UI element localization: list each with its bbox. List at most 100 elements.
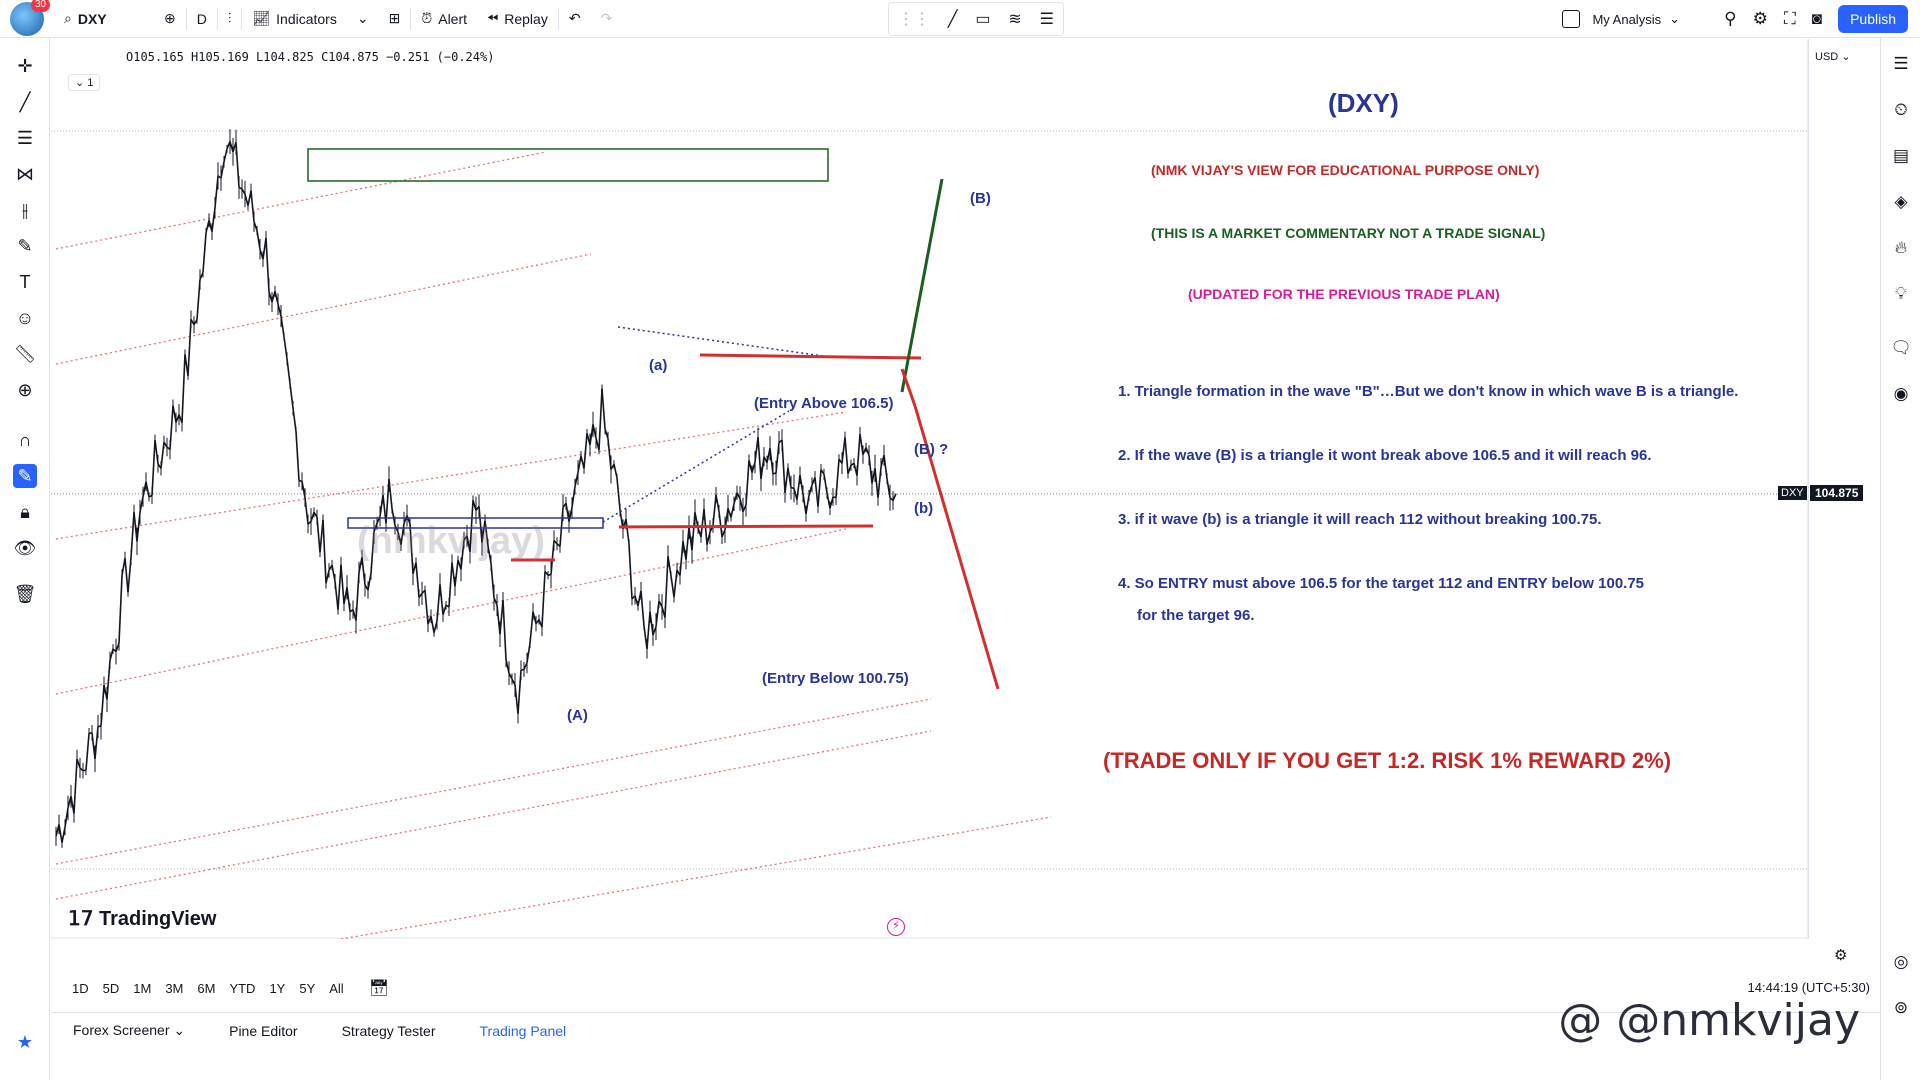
analysis-point-4b: for the target 96. <box>1137 607 1255 624</box>
notifications-icon[interactable]: ⊚ <box>1893 998 1909 1017</box>
user-avatar[interactable]: 30 <box>10 0 50 36</box>
crosshair-icon[interactable]: ✛ <box>17 55 33 76</box>
last-price-tag: 104.875 <box>1810 485 1864 501</box>
rectangle-tool-icon[interactable]: ▭ <box>975 11 991 28</box>
currency-label[interactable]: USD ⌄ <box>1815 51 1851 63</box>
handle-text: @nmkvijay <box>1616 995 1860 1046</box>
entry-below-label: (Entry Below 100.75) <box>762 670 909 687</box>
pattern-icon[interactable]: ⋈ <box>16 163 34 184</box>
goto-date-icon[interactable]: 📅︎ <box>368 980 390 997</box>
drag-handle-icon[interactable]: ⋮⋮ <box>897 11 930 28</box>
symbol-search[interactable]: ⌕ DXY <box>54 0 154 38</box>
tab-strategy-tester[interactable]: Strategy Tester <box>341 1022 436 1039</box>
range-bar: 1D 5D 1M 3M 6M YTD 1Y 5Y All 📅︎ 14:44:19 (UTC+5:… <box>51 972 1880 1004</box>
range-button[interactable]: 5Y <box>299 980 316 996</box>
channel-line <box>55 730 932 900</box>
bearish-projection-line <box>913 405 1000 690</box>
range-button[interactable]: 3M <box>165 980 184 996</box>
alerts-clock-icon[interactable]: ⏲ <box>1894 100 1908 119</box>
watchlist-icon[interactable]: ☰ <box>1893 54 1909 73</box>
search-icon: ⌕ <box>64 10 72 26</box>
brush-icon[interactable]: ✎ <box>17 235 33 256</box>
stay-drawing-icon[interactable]: ✎ <box>13 464 37 488</box>
fullscreen-icon[interactable]: ⛶ <box>1783 9 1796 28</box>
alert-button[interactable]: ⏰︎ Alert <box>411 0 477 38</box>
range-button[interactable]: 5D <box>102 980 120 996</box>
camera-icon[interactable]: ◙ <box>1811 9 1822 28</box>
wave-b-small-label: (b) <box>914 500 934 517</box>
datawindow-icon[interactable]: ▤ <box>1892 146 1910 165</box>
range-button[interactable]: 1M <box>133 980 152 996</box>
chevron-down-icon[interactable]: ⌄ <box>356 10 369 26</box>
chart-pane[interactable]: 116.000115.000114.000113.000112.000111.0… <box>51 39 1809 939</box>
layers-icon[interactable]: ◈ <box>1894 192 1908 211</box>
candles-icon[interactable]: ⫶ <box>227 10 232 26</box>
channel-line <box>55 411 847 540</box>
forecast-icon[interactable]: ⫲ <box>22 199 28 220</box>
eye-icon[interactable]: 👁︎ <box>13 537 37 558</box>
chat-icon[interactable]: 🗨︎ <box>1890 338 1912 357</box>
range-button[interactable]: 1D <box>72 980 89 996</box>
last-price-value: 104.875 <box>1815 486 1859 500</box>
axis-settings-icon[interactable]: ⚙ <box>1834 947 1848 964</box>
tv-logo-text: TradingView <box>99 908 217 930</box>
lock-icon[interactable]: 🔒︎ <box>20 501 30 522</box>
fib-tool-icon[interactable]: ≋ <box>1008 11 1022 28</box>
top-toolbar: 30 ⌕ DXY ⊕ D ⫶ 📈︎ Indicators ⌄ ⊞ ⏰︎ Alert ⏪… <box>0 0 1920 38</box>
ideas-icon[interactable]: 💡︎ <box>1895 284 1907 303</box>
floating-drawing-toolbar: ⋮⋮ ╱ ▭ ≋ ☰ <box>888 2 1064 36</box>
channel-line <box>55 151 547 250</box>
checkbox-icon[interactable] <box>1562 10 1581 28</box>
chart-title-note: (DXY) <box>1328 88 1399 118</box>
hotlist-icon[interactable]: 🔥︎ <box>1894 238 1908 257</box>
fib-icon[interactable]: ☰ <box>16 127 34 148</box>
chevron-down-icon: ⌄ <box>1669 11 1680 26</box>
layout-selector[interactable]: My Analysis ⌄ <box>1562 0 1680 38</box>
tab-label: Forex Screener <box>73 1022 170 1038</box>
help-icon[interactable]: ◎ <box>1893 952 1909 971</box>
text-icon[interactable]: T <box>19 271 31 292</box>
undo-button[interactable]: ↶ <box>568 10 581 26</box>
trash-icon[interactable]: 🗑︎ <box>13 583 37 604</box>
ruler-icon[interactable]: 📏︎ <box>13 343 37 364</box>
quick-search-icon[interactable]: ⚲ <box>1724 9 1737 28</box>
compare-button[interactable]: ⊕ <box>164 10 176 26</box>
redo-button[interactable]: ↷ <box>600 10 613 26</box>
layout-name: My Analysis <box>1592 11 1662 27</box>
star-icon[interactable]: ★ <box>16 1031 34 1052</box>
interval-button[interactable]: D <box>196 10 207 27</box>
triangle-upper-line <box>617 326 831 358</box>
channel-lines <box>55 151 1052 939</box>
price-segment <box>151 440 156 496</box>
publish-button[interactable]: Publish <box>1838 5 1908 33</box>
range-button[interactable]: YTD <box>229 980 256 996</box>
zoom-icon[interactable]: ⊕ <box>17 379 33 400</box>
analysis-point-4a: 4. So ENTRY must above 106.5 for the tar… <box>1118 575 1645 592</box>
indicators-button[interactable]: 📈︎ Indicators <box>242 0 346 38</box>
replay-button[interactable]: ⏪︎ Replay <box>477 0 558 38</box>
range-button[interactable]: All <box>329 980 344 996</box>
emoji-icon[interactable]: ☺ <box>15 307 35 328</box>
settings-icon[interactable]: ⚙ <box>1752 9 1768 28</box>
tab-pine-editor[interactable]: Pine Editor <box>229 1022 298 1039</box>
price-segment <box>187 319 192 376</box>
clock[interactable]: 14:44:19 (UTC+5:30) <box>1747 980 1870 995</box>
legend-collapse[interactable]: ⌄ 1 <box>68 74 101 91</box>
range-button[interactable]: 6M <box>197 980 216 996</box>
trendline-icon[interactable]: ╱ <box>19 91 31 112</box>
line-tool-icon[interactable]: ╱ <box>947 11 958 28</box>
price-segment <box>85 733 90 771</box>
streams-icon[interactable]: ◉ <box>1893 384 1909 403</box>
templates-icon[interactable]: ⊞ <box>388 10 401 26</box>
replay-marker-icon[interactable]: ⚡︎ <box>887 918 905 936</box>
chart-svg[interactable]: 116.000115.000114.000113.000112.000111.0… <box>51 39 1809 939</box>
disclaimer-note-2: (THIS IS A MARKET COMMENTARY NOT A TRADE… <box>1151 225 1546 241</box>
divider <box>185 7 187 30</box>
magnet-icon[interactable]: ∩ <box>18 429 32 450</box>
range-button[interactable]: 1Y <box>269 980 286 996</box>
price-segment <box>118 575 123 644</box>
rewind-icon: ⏪︎ <box>487 10 499 26</box>
tab-forex-screener[interactable]: Forex Screener ⌄ <box>73 1022 186 1038</box>
tab-trading-panel[interactable]: Trading Panel <box>479 1022 567 1039</box>
lines-tool-icon[interactable]: ☰ <box>1039 11 1055 28</box>
